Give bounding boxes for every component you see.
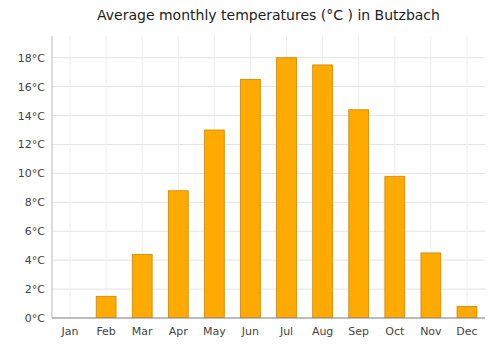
bar [96, 296, 116, 318]
y-tick-label: 8°C [25, 196, 45, 209]
x-tick-label: May [203, 325, 226, 338]
y-grid-line [52, 144, 485, 145]
x-tick-label: Aug [312, 325, 333, 338]
chart-container: Average monthly temperatures (°C ) in Bu… [0, 0, 500, 350]
x-grid-line [70, 36, 71, 318]
y-tick-label: 12°C [18, 138, 45, 151]
x-grid-line [466, 36, 467, 318]
y-tick-label: 4°C [25, 254, 45, 267]
y-tick-label: 14°C [18, 110, 45, 123]
x-tick-label: Jan [61, 325, 79, 338]
bar [421, 253, 441, 318]
y-grid-line [52, 86, 485, 87]
y-grid-line [52, 173, 485, 174]
x-tick-label: Jun [241, 325, 259, 338]
y-axis-line [52, 36, 53, 318]
y-grid-line [52, 115, 485, 116]
title: Average monthly temperatures (°C ) in Bu… [97, 7, 440, 23]
bar [349, 110, 369, 318]
x-tick-label: Oct [385, 325, 405, 338]
x-tick-label: Nov [420, 325, 442, 338]
bar [168, 191, 188, 318]
y-tick-label: 10°C [18, 167, 45, 180]
y-tick-label: 6°C [25, 225, 45, 238]
y-grid-line [52, 57, 485, 58]
chart-svg: Average monthly temperatures (°C ) in Bu… [0, 0, 500, 350]
x-tick-label: Jul [279, 325, 293, 338]
y-tick-label: 2°C [25, 283, 45, 296]
x-tick-label: Sep [348, 325, 369, 338]
x-tick-label: Apr [169, 325, 189, 338]
grid [52, 36, 485, 318]
x-axis: Jan Feb Mar Apr May Jun Jul Aug Sep Oct Nov Dec [52, 318, 485, 338]
x-grid-line [106, 36, 107, 318]
y-tick-label: 16°C [18, 81, 45, 94]
y-grid-line [52, 289, 485, 290]
y-tick-label: 0°C [25, 312, 45, 325]
bar [385, 176, 405, 318]
y-axis: 0°C 2°C 4°C 6°C 8°C 10°C 12°C 14°C 16°C 18°C [18, 36, 52, 325]
y-grid-line [52, 202, 485, 203]
y-grid-line [52, 260, 485, 261]
bar [241, 79, 261, 318]
bar [132, 254, 152, 318]
x-axis-line [52, 318, 485, 319]
bar [204, 130, 224, 318]
y-tick-label: 18°C [18, 52, 45, 65]
y-grid-line [52, 318, 485, 319]
y-grid-line [52, 231, 485, 232]
bar [277, 58, 297, 318]
x-tick-label: Mar [132, 325, 153, 338]
x-tick-label: Feb [96, 325, 115, 338]
x-tick-label: Dec [456, 325, 477, 338]
bar [457, 306, 477, 318]
bar [313, 65, 333, 318]
bars [96, 58, 477, 318]
